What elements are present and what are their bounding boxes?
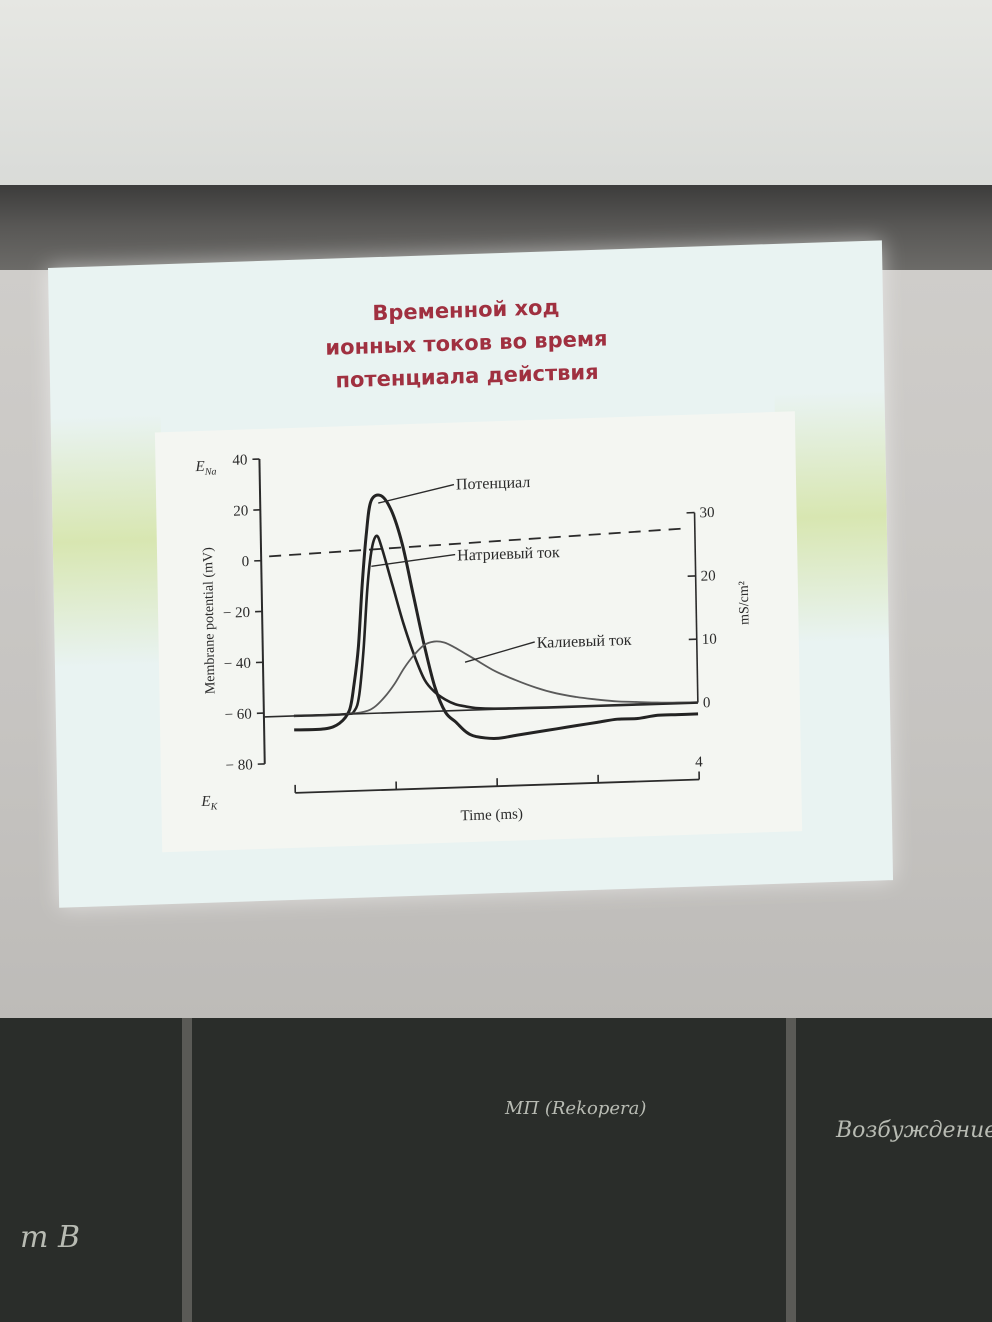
potential-leader-line xyxy=(378,483,455,504)
right-tick-label: 10 xyxy=(702,632,717,648)
blackboard-frame-left xyxy=(182,1018,192,1322)
slide-title: Временной ход ионных токов во время поте… xyxy=(49,280,885,407)
e-na-label: ENa xyxy=(194,458,216,478)
right-tick-label: 0 xyxy=(703,695,711,711)
left-tick-label: − 60 xyxy=(225,706,252,723)
chalk-text-mp: МП (Rekopera) xyxy=(505,1098,647,1119)
left-tick-label: 20 xyxy=(233,503,248,519)
right-tick-label: 30 xyxy=(699,505,714,521)
x-tick-label: 4 xyxy=(695,754,703,770)
chalk-text-excitation: Возбуждение xyxy=(836,1118,992,1143)
left-tick-label: − 80 xyxy=(225,757,252,774)
chalk-text-mb: m B xyxy=(20,1220,81,1255)
x-axis-ticks: 4 xyxy=(294,754,703,793)
e-k-label: EK xyxy=(200,793,218,813)
left-tick-label: 0 xyxy=(242,554,250,570)
blackboard-frame-right xyxy=(786,1018,796,1322)
conductance-baseline xyxy=(263,701,698,718)
potassium-leader-line xyxy=(464,641,535,663)
sodium-annotation: Натриевый ток xyxy=(457,544,560,564)
x-axis-label: Time (ms) xyxy=(460,806,523,824)
left-axis-label: Membrane potential (mV) xyxy=(201,547,219,695)
left-axis-ticks: 40 20 0 − 20 − 40 − 60 − 80 xyxy=(223,452,265,774)
right-axis-label: mS/cm² xyxy=(737,581,753,625)
right-axis-line xyxy=(693,512,699,703)
series-potential-line xyxy=(294,493,699,740)
left-tick-label: − 20 xyxy=(223,605,250,622)
room-wall xyxy=(0,0,992,190)
blackboard xyxy=(0,1018,992,1322)
potential-annotation: Потенциал xyxy=(456,474,531,493)
sodium-leader-line xyxy=(371,553,456,568)
series-potassium-line xyxy=(293,640,698,717)
potassium-annotation: Калиевый ток xyxy=(537,632,632,652)
zero-reference-dashed-line xyxy=(269,527,681,558)
slide: Временной ход ионных токов во время поте… xyxy=(48,240,894,908)
left-tick-label: − 40 xyxy=(224,656,251,673)
slide-left-glow xyxy=(50,414,165,668)
right-axis-ticks: 30 20 10 0 xyxy=(686,505,717,711)
chart-panel: 40 20 0− 20− 40− 60− 80 ENa EK Membrane po… xyxy=(154,411,803,853)
left-tick-label: 40 xyxy=(232,452,247,468)
right-tick-label: 20 xyxy=(701,568,716,584)
